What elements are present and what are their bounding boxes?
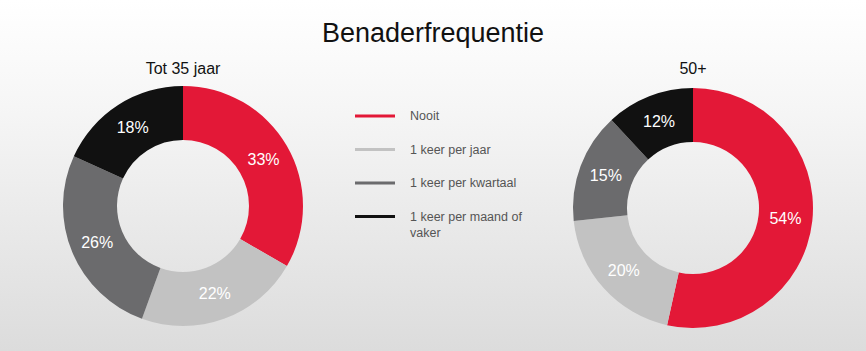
donut [573,88,813,328]
legend-label: 1 keer per kwartaal [410,176,516,190]
background [0,0,866,351]
chart: Benaderfrequentie Tot 35 jaar 33% 22% 26% 18%… [0,0,866,351]
data-label: 22% [199,285,231,302]
slice [142,239,287,326]
slice [612,88,693,160]
data-label: 15% [590,167,622,184]
legend-label: 1 keer per jaar [410,143,491,157]
legend-label: 1 keer per maand of vaker [410,210,522,240]
donut [63,86,303,326]
slice [74,86,183,179]
chart-subtitle: 50+ [679,60,706,77]
slice [183,86,303,266]
data-label: 54% [769,210,801,227]
data-label: 20% [608,262,640,279]
legend-swatch [355,115,395,118]
legend-swatch [355,182,395,185]
legend-label-line: 1 keer per kwartaal [410,176,516,190]
data-labels: 33% 22% 26% 18% [81,119,279,302]
legend-label-line: Nooit [410,109,440,123]
data-label: 12% [643,113,675,130]
legend-label: Nooit [410,109,440,123]
legend: Nooit 1 keer per jaar 1 keer per kwartaal 1… [355,109,522,239]
chart-subtitle: Tot 35 jaar [146,60,221,77]
legend-label-line: 1 keer per jaar [410,143,491,157]
legend-swatch [355,215,395,218]
legend-swatch [355,148,395,151]
slice [63,156,160,319]
data-label: 26% [81,234,113,251]
data-label: 33% [248,151,280,168]
data-labels: 54% 20% 15% 12% [590,113,802,279]
slice [574,215,679,325]
title: Benaderfrequentie [322,18,544,48]
data-label: 18% [117,119,149,136]
legend-label-line: vaker [410,226,441,240]
legend-label-line: 1 keer per maand of [410,210,522,224]
